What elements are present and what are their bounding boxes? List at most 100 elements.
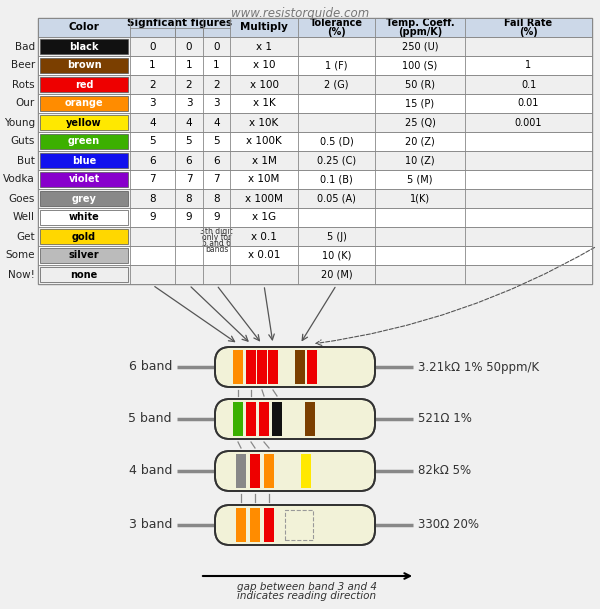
Text: 1 (F): 1 (F): [325, 60, 348, 71]
Text: 10 (Z): 10 (Z): [405, 155, 435, 166]
FancyBboxPatch shape: [215, 451, 375, 491]
Text: 1: 1: [185, 60, 193, 71]
Text: 15 (P): 15 (P): [406, 99, 434, 108]
Bar: [38, 56, 592, 75]
Text: Temp. Coeff.: Temp. Coeff.: [386, 18, 454, 29]
Text: yellow: yellow: [66, 118, 102, 127]
Text: indicates reading direction: indicates reading direction: [238, 591, 377, 601]
Bar: [38, 189, 592, 208]
FancyBboxPatch shape: [215, 399, 375, 439]
Text: 3 band: 3 band: [128, 518, 172, 532]
Text: brown: brown: [67, 60, 101, 71]
Text: 1: 1: [213, 60, 220, 71]
Text: only for: only for: [202, 233, 231, 242]
Text: Rots: Rots: [13, 80, 35, 90]
Text: gold: gold: [72, 231, 96, 242]
Text: Young: Young: [4, 118, 35, 127]
Text: orange: orange: [65, 99, 103, 108]
Text: 0: 0: [149, 41, 156, 52]
Text: 0.05 (A): 0.05 (A): [317, 194, 356, 203]
Bar: [40, 191, 128, 206]
FancyBboxPatch shape: [215, 505, 375, 545]
Bar: [264, 508, 274, 542]
Text: x 100K: x 100K: [246, 136, 282, 147]
Text: Guts: Guts: [11, 136, 35, 147]
Text: 20 (M): 20 (M): [320, 270, 352, 280]
Text: 330Ω 20%: 330Ω 20%: [418, 518, 479, 532]
Bar: [272, 402, 282, 436]
Bar: [40, 229, 128, 244]
Text: 0: 0: [213, 41, 220, 52]
Bar: [301, 454, 311, 488]
Text: 25 (Q): 25 (Q): [404, 118, 436, 127]
Text: 10 (K): 10 (K): [322, 250, 351, 261]
Text: 4: 4: [213, 118, 220, 127]
Text: 6 band: 6 band: [128, 361, 172, 373]
Bar: [233, 350, 243, 384]
Bar: [250, 508, 260, 542]
Text: 82kΩ 5%: 82kΩ 5%: [418, 465, 471, 477]
Text: 4 band: 4 band: [128, 465, 172, 477]
Text: x 10: x 10: [253, 60, 275, 71]
Text: 0.01: 0.01: [518, 99, 539, 108]
Bar: [38, 75, 592, 94]
Text: 8: 8: [149, 194, 156, 203]
Text: bands: bands: [205, 245, 228, 254]
Text: Tolerance: Tolerance: [310, 18, 363, 29]
Bar: [38, 246, 592, 265]
Bar: [40, 96, 128, 111]
Bar: [246, 402, 256, 436]
Text: 0.5 (D): 0.5 (D): [320, 136, 353, 147]
Bar: [40, 39, 128, 54]
Text: 1(K): 1(K): [410, 194, 430, 203]
Bar: [38, 113, 592, 132]
Text: green: green: [68, 136, 100, 147]
Bar: [257, 350, 267, 384]
Text: gap between band 3 and 4: gap between band 3 and 4: [237, 582, 377, 592]
Text: (%): (%): [327, 27, 346, 37]
Text: Get: Get: [16, 231, 35, 242]
Text: 1: 1: [149, 60, 156, 71]
Text: x 10M: x 10M: [248, 175, 280, 185]
Text: Beer: Beer: [11, 60, 35, 71]
Text: white: white: [68, 213, 100, 222]
Bar: [38, 151, 592, 170]
Text: x 1K: x 1K: [253, 99, 275, 108]
Text: 1: 1: [526, 60, 532, 71]
Bar: [236, 454, 246, 488]
Text: 9: 9: [213, 213, 220, 222]
Text: 5: 5: [185, 136, 193, 147]
FancyBboxPatch shape: [215, 347, 375, 387]
Text: Multiply: Multiply: [240, 23, 288, 32]
Bar: [40, 153, 128, 168]
Bar: [38, 227, 592, 246]
Text: 8: 8: [213, 194, 220, 203]
Text: 0.1: 0.1: [521, 80, 536, 90]
Bar: [40, 210, 128, 225]
Bar: [40, 134, 128, 149]
Text: Fail Rate: Fail Rate: [505, 18, 553, 29]
Text: But: But: [17, 155, 35, 166]
Text: violet: violet: [68, 175, 100, 185]
Text: 0.1 (B): 0.1 (B): [320, 175, 353, 185]
Text: blue: blue: [72, 155, 96, 166]
Bar: [305, 402, 315, 436]
Text: x 1M: x 1M: [251, 155, 277, 166]
Text: 2: 2: [213, 80, 220, 90]
Text: 8: 8: [185, 194, 193, 203]
Text: 0.001: 0.001: [515, 118, 542, 127]
Text: 250 (U): 250 (U): [402, 41, 438, 52]
Text: 5 (J): 5 (J): [326, 231, 346, 242]
Bar: [38, 132, 592, 151]
Text: 3: 3: [185, 99, 193, 108]
Bar: [264, 454, 274, 488]
Text: Some: Some: [5, 250, 35, 261]
Text: x 100M: x 100M: [245, 194, 283, 203]
Text: x 0.01: x 0.01: [248, 250, 280, 261]
Text: Well: Well: [13, 213, 35, 222]
Text: none: none: [70, 270, 98, 280]
Text: 20 (Z): 20 (Z): [405, 136, 435, 147]
Text: 3th digit: 3th digit: [200, 227, 233, 236]
Bar: [295, 350, 305, 384]
Text: 3: 3: [213, 99, 220, 108]
